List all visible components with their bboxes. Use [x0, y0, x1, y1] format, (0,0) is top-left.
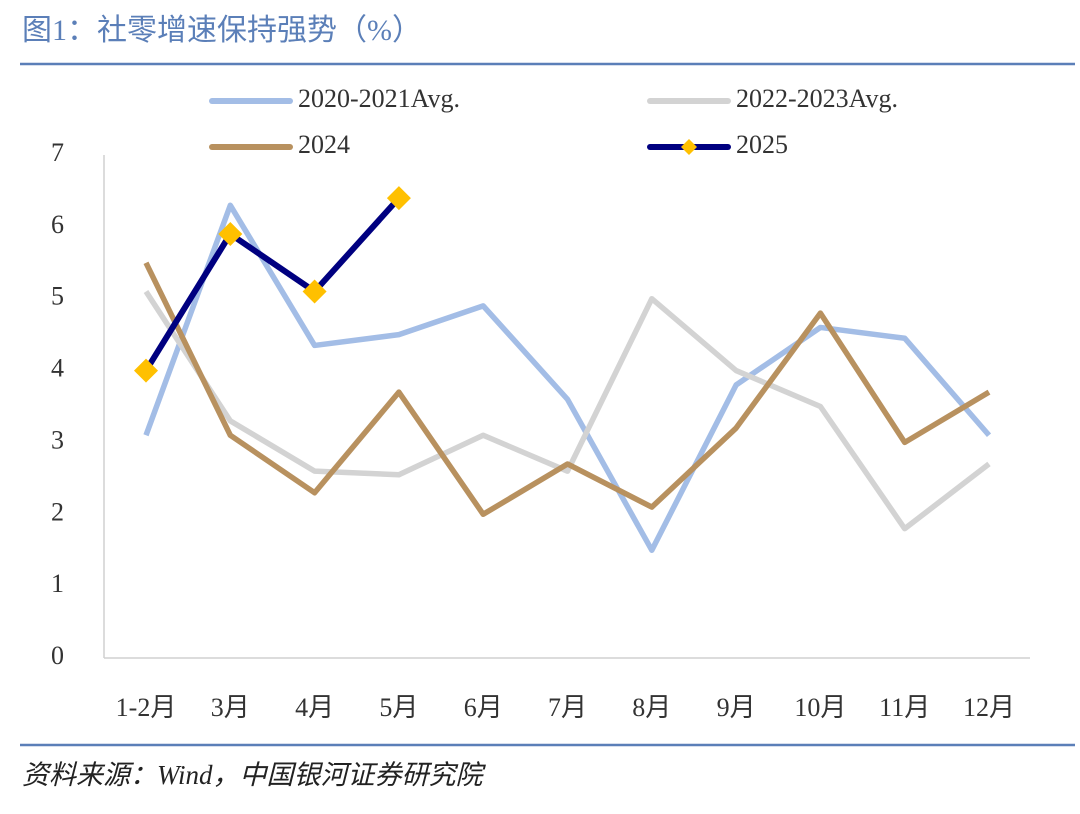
x-tick-label: 10月	[794, 693, 846, 722]
x-tick-label: 3月	[211, 693, 250, 722]
marker	[302, 279, 327, 304]
legend-label: 2020-2021Avg.	[298, 84, 460, 113]
y-tick-label: 5	[51, 282, 64, 311]
legend-label: 2025	[736, 130, 788, 159]
x-tick-label: 12月	[963, 693, 1015, 722]
x-tick-label: 4月	[295, 693, 334, 722]
x-tick-label: 11月	[879, 693, 930, 722]
x-tick-label: 1-2月	[116, 693, 177, 722]
x-tick-label: 5月	[379, 693, 418, 722]
legend-marker	[681, 139, 697, 155]
marker	[218, 222, 243, 247]
legend-label: 2022-2023Avg.	[736, 84, 898, 113]
legend-label: 2024	[298, 130, 350, 159]
y-tick-label: 2	[51, 497, 64, 526]
series-line	[143, 202, 992, 553]
series-line	[143, 290, 991, 532]
y-tick-label: 0	[51, 641, 64, 670]
series-line	[143, 196, 402, 373]
y-tick-label: 4	[51, 354, 64, 383]
y-tick-label: 1	[51, 569, 64, 598]
y-tick-label: 6	[51, 210, 64, 239]
y-tick-label: 7	[51, 138, 64, 167]
chart-title: 图1：社零增速保持强势（%）	[22, 14, 422, 47]
marker	[386, 186, 411, 211]
x-tick-label: 7月	[548, 693, 587, 722]
source: 资料来源：Wind，中国银河证券研究院	[22, 760, 487, 790]
y-tick-label: 3	[51, 425, 64, 454]
series-line	[143, 261, 991, 518]
x-tick-label: 9月	[717, 693, 756, 722]
marker	[134, 358, 158, 383]
x-tick-label: 8月	[632, 693, 671, 722]
x-tick-label: 6月	[464, 693, 503, 722]
